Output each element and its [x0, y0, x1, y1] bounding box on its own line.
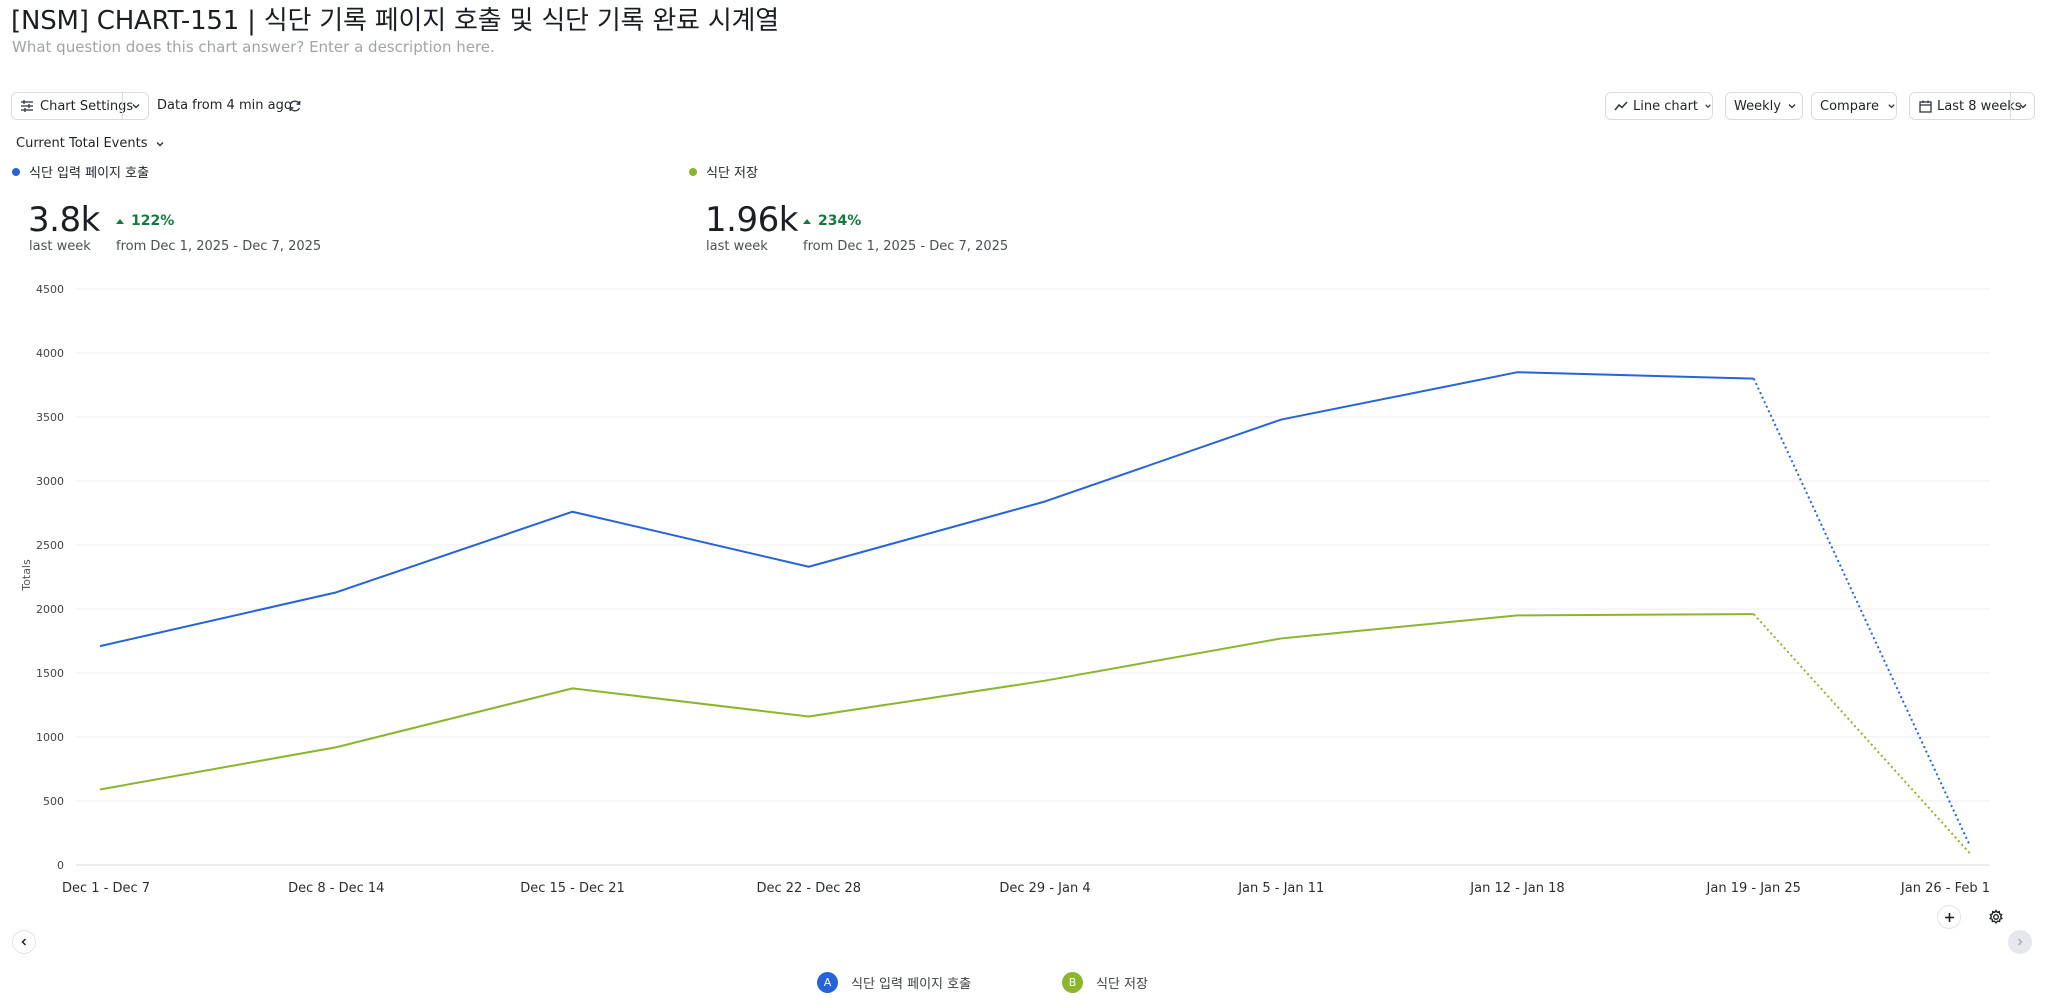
chevron-down-icon [1788, 104, 1796, 109]
y-tick-label: 0 [57, 859, 64, 872]
metric-b-delta: 234% [803, 213, 861, 229]
metric-selector-label: Current Total Events [16, 136, 148, 151]
x-tick-label: Dec 22 - Dec 28 [756, 881, 861, 896]
series-line-b [99, 613, 1754, 791]
chevron-left-icon [21, 938, 27, 946]
chevron-right-icon [2017, 938, 2023, 946]
y-tick-label: 1000 [36, 731, 64, 744]
chart-type-button[interactable]: Line chart [1605, 92, 1713, 120]
metric-b-name: 식단 저장 [706, 166, 758, 181]
sliders-icon [20, 99, 34, 113]
chevron-down-icon [1888, 104, 1895, 109]
chart-type-label: Line chart [1633, 98, 1699, 114]
date-range-button[interactable]: Last 8 weeks [1909, 92, 2035, 120]
x-tick-label: Jan 5 - Jan 11 [1237, 881, 1324, 896]
x-tick-label: Dec 15 - Dec 21 [520, 881, 625, 896]
legend-badge: B [1062, 972, 1083, 993]
y-axis-label: Totals [20, 559, 33, 592]
metric-a-name: 식단 입력 페이지 호출 [29, 166, 150, 181]
line-chart-icon [1614, 99, 1628, 113]
x-axis-ticks: Dec 1 - Dec 7 Dec 8 - Dec 14 Dec 15 - Dec … [62, 881, 1990, 896]
date-range-dropdown[interactable] [2010, 93, 2034, 119]
series-dot [12, 167, 20, 176]
date-range-label: Last 8 weeks [1937, 98, 2022, 114]
y-tick-label: 4000 [36, 347, 64, 360]
series-incomplete-segment-a [1752, 378, 1971, 847]
x-tick-label: Jan 26 - Feb 1 [1900, 881, 1990, 896]
legend-item-a[interactable]: A 식단 입력 페이지 호출 [817, 972, 971, 993]
y-tick-label: 2000 [36, 603, 64, 616]
chevron-down-icon [132, 104, 139, 109]
metric-a-delta-value: 122% [131, 213, 175, 229]
legend-badge: A [817, 972, 838, 993]
y-tick-label: 2500 [36, 539, 64, 552]
arrow-up-icon [116, 218, 124, 224]
metric-a-delta-from: from Dec 1, 2025 - Dec 7, 2025 [116, 239, 322, 254]
y-tick-label: 3500 [36, 411, 64, 424]
metric-a-period: last week [29, 239, 91, 254]
y-tick-label: 4500 [36, 283, 64, 296]
description-field[interactable]: What question does this chart answer? En… [12, 38, 495, 56]
legend-label: 식단 입력 페이지 호출 [851, 977, 972, 992]
chevron-down-icon [1705, 104, 1711, 108]
series-lines [99, 371, 1971, 855]
metric-b-value: 1.96k [705, 200, 798, 240]
x-tick-label: Dec 8 - Dec 14 [288, 881, 384, 896]
line-chart: 0 500 1000 1500 2000 2500 3000 3500 4000 4500 Dec… [20, 283, 1990, 896]
prev-button[interactable] [12, 930, 36, 954]
series-dot [689, 167, 697, 176]
plus-icon [1944, 912, 1954, 922]
chevron-down-icon [2019, 104, 2026, 109]
y-tick-label: 1500 [36, 667, 64, 680]
metric-a-delta: 122% [116, 213, 174, 229]
arrow-up-icon [803, 218, 811, 224]
x-tick-label: Dec 1 - Dec 7 [62, 881, 150, 896]
compare-label: Compare [1820, 98, 1879, 114]
metric-b-label: 식단 저장 [689, 162, 758, 181]
next-button[interactable] [2008, 930, 2032, 954]
metric-b-delta-from: from Dec 1, 2025 - Dec 7, 2025 [803, 239, 1009, 254]
calendar-icon [1918, 99, 1932, 113]
page-title[interactable]: [NSM] CHART-151 | 식단 기록 페이지 호출 및 식단 기록 완… [11, 6, 779, 36]
refresh-icon [289, 100, 301, 112]
series-line-a [99, 371, 1754, 648]
metric-b-period: last week [706, 239, 768, 254]
compare-button[interactable]: Compare [1811, 92, 1897, 120]
gear-icon [1989, 909, 2003, 925]
x-tick-label: Dec 29 - Jan 4 [999, 881, 1090, 896]
x-tick-label: Jan 19 - Jan 25 [1706, 881, 1801, 896]
chart-settings-button[interactable]: Chart Settings [11, 92, 149, 120]
metric-a-label: 식단 입력 페이지 호출 [12, 162, 149, 181]
gridlines [76, 288, 1990, 866]
x-tick-label: Jan 12 - Jan 18 [1469, 881, 1564, 896]
metric-selector[interactable]: Current Total Events [16, 136, 165, 151]
metric-a-value: 3.8k [28, 200, 100, 240]
y-tick-label: 500 [43, 795, 64, 808]
chart-settings-label: Chart Settings [40, 98, 134, 114]
chevron-down-icon [156, 141, 164, 146]
interval-label: Weekly [1734, 98, 1781, 114]
chart-gear-button[interactable] [1984, 905, 2008, 929]
legend-label: 식단 저장 [1096, 977, 1148, 992]
legend-item-b[interactable]: B 식단 저장 [1062, 972, 1148, 993]
y-axis-ticks: 0 500 1000 1500 2000 2500 3000 3500 4000 4500 [36, 283, 64, 872]
data-freshness: Data from 4 min ago [157, 98, 292, 113]
interval-button[interactable]: Weekly [1725, 92, 1803, 120]
y-tick-label: 3000 [36, 475, 64, 488]
chart-settings-dropdown[interactable] [122, 93, 148, 119]
metric-b-delta-value: 234% [818, 213, 862, 229]
series-incomplete-segment-b [1753, 613, 1971, 855]
add-button[interactable] [1937, 905, 1961, 929]
refresh-button[interactable] [283, 94, 307, 118]
